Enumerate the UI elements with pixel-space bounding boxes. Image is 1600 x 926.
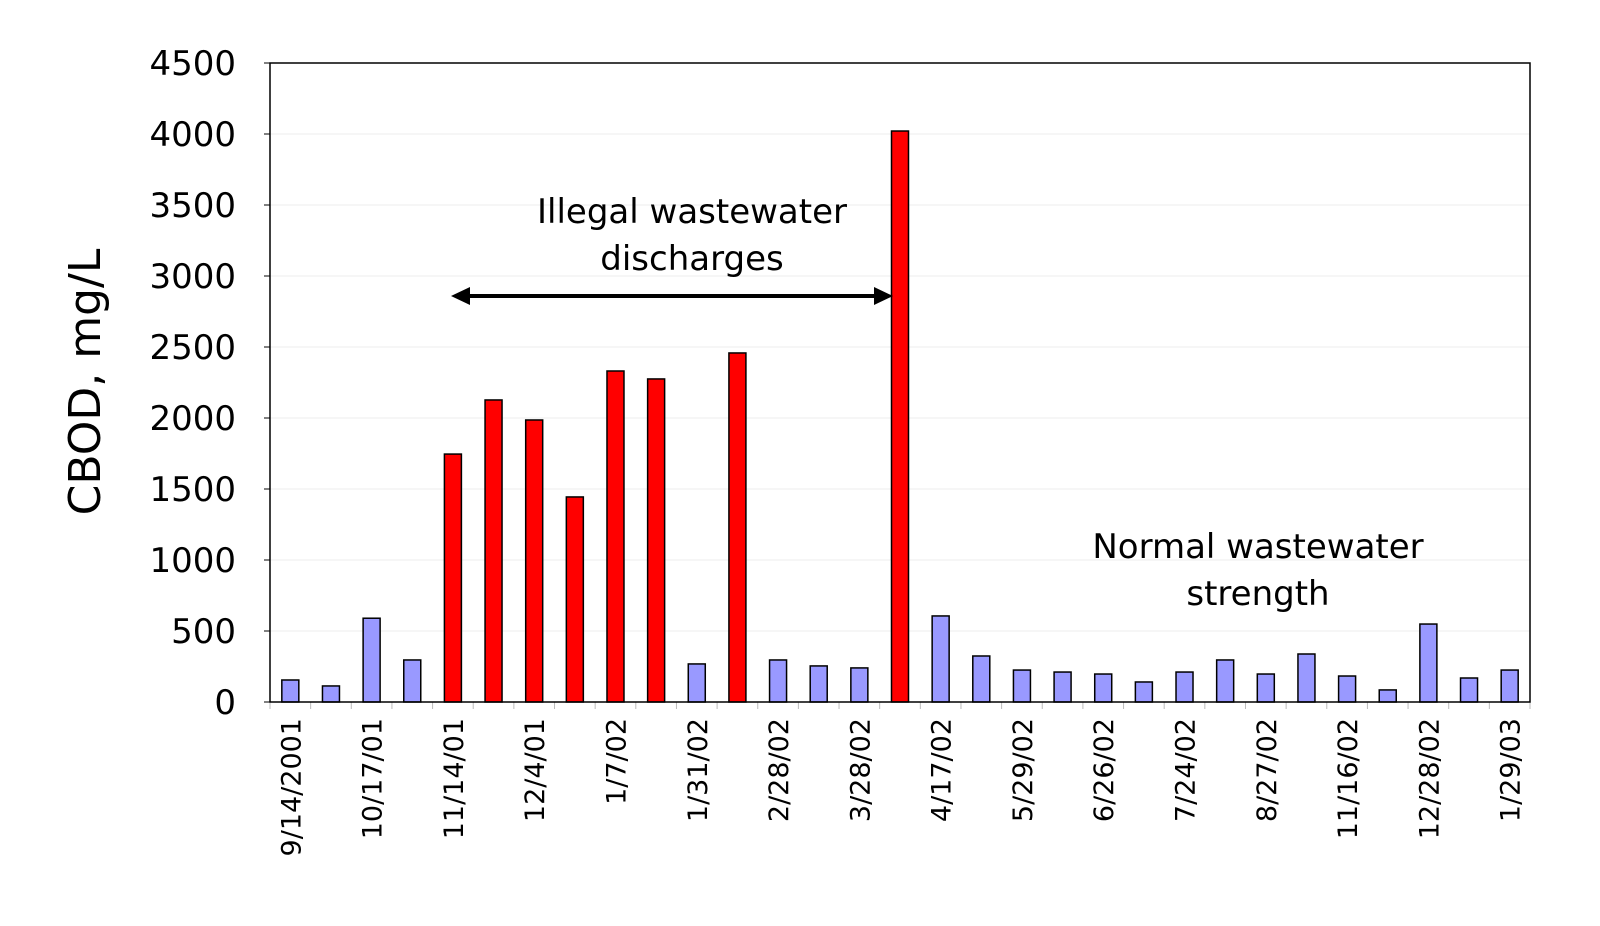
bar-normal bbox=[850, 667, 869, 703]
x-tick-label: 9/14/2001 bbox=[276, 718, 307, 856]
y-tick-label: 1500 bbox=[149, 470, 236, 510]
bar-normal bbox=[1093, 673, 1113, 703]
x-tick-label: 11/16/02 bbox=[1333, 718, 1364, 839]
x-tick-label: 6/26/02 bbox=[1089, 718, 1120, 822]
x-tick-label: 8/27/02 bbox=[1252, 718, 1283, 822]
bar-illegal bbox=[484, 399, 503, 703]
bar-normal bbox=[281, 679, 300, 703]
y-tick-label: 4500 bbox=[149, 44, 236, 84]
y-tick-label: 0 bbox=[214, 683, 236, 723]
y-tick-label: 3000 bbox=[149, 257, 236, 297]
bar-normal bbox=[1175, 671, 1194, 703]
bar-normal bbox=[362, 617, 381, 703]
bar-illegal bbox=[443, 453, 463, 703]
bar-normal bbox=[1134, 681, 1154, 703]
y-tick-label: 2500 bbox=[149, 328, 236, 368]
bar-illegal bbox=[606, 370, 625, 703]
double-arrow bbox=[451, 287, 893, 305]
bars bbox=[281, 130, 1519, 703]
bar-normal bbox=[1012, 669, 1032, 703]
bar-normal bbox=[1256, 673, 1276, 703]
plot-frame bbox=[269, 62, 1531, 703]
bar-normal bbox=[1215, 659, 1235, 703]
x-tick-label: 11/14/01 bbox=[439, 718, 470, 839]
bar-normal bbox=[1053, 671, 1072, 703]
y-axis-label: CBOD, mg/L bbox=[60, 248, 111, 515]
annotation-illegal-line2: discharges bbox=[600, 239, 783, 279]
y-axis-ticks: 0 500 1000 1500 2000 2500 3000 3500 4000 4500 bbox=[149, 44, 270, 723]
bar-normal bbox=[321, 685, 341, 703]
bar-illegal bbox=[565, 496, 585, 703]
x-tick-label: 1/29/03 bbox=[1496, 718, 1527, 822]
bar-illegal bbox=[524, 419, 544, 703]
bar-normal bbox=[1500, 669, 1519, 703]
y-tick-label: 1000 bbox=[149, 541, 236, 581]
bar-normal bbox=[1297, 653, 1316, 703]
x-tick-label: 5/29/02 bbox=[1008, 718, 1039, 822]
bar-illegal bbox=[728, 352, 747, 703]
bar-normal bbox=[972, 655, 991, 703]
bar-normal bbox=[687, 663, 707, 703]
annotation-illegal-line1: Illegal wastewater bbox=[537, 192, 847, 232]
bar-normal bbox=[809, 665, 828, 703]
x-tick-label: 3/28/02 bbox=[845, 718, 876, 822]
x-tick-label: 10/17/01 bbox=[358, 718, 389, 839]
annotation-normal-line2: strength bbox=[1186, 574, 1329, 614]
y-tick-label: 4000 bbox=[149, 115, 236, 155]
y-tick-label: 500 bbox=[171, 612, 236, 652]
x-tick-label: 1/31/02 bbox=[683, 718, 714, 822]
annotation-normal-line1: Normal wastewater bbox=[1092, 527, 1423, 567]
y-tick-label: 2000 bbox=[149, 399, 236, 439]
bar-normal bbox=[1459, 677, 1479, 703]
bar-normal bbox=[1337, 675, 1357, 703]
x-tick-label: 2/28/02 bbox=[764, 718, 795, 822]
y-tick-label: 3500 bbox=[149, 186, 236, 226]
bar-normal bbox=[1419, 623, 1438, 703]
x-tick-label: 4/17/02 bbox=[927, 718, 958, 822]
x-axis-ticks: 9/14/2001 10/17/01 11/14/01 12/4/01 1/7/02 1/… bbox=[269, 702, 1531, 856]
bar-illegal bbox=[890, 130, 910, 703]
bar-illegal bbox=[646, 378, 666, 703]
x-tick-label: 12/28/02 bbox=[1414, 718, 1445, 839]
bar-normal bbox=[931, 615, 950, 703]
x-tick-label: 12/4/01 bbox=[520, 718, 551, 822]
x-tick-label: 7/24/02 bbox=[1171, 718, 1202, 822]
x-tick-label: 1/7/02 bbox=[601, 718, 632, 805]
bar-normal bbox=[1378, 689, 1397, 703]
bar-normal bbox=[768, 659, 788, 703]
bar-normal bbox=[403, 659, 422, 703]
